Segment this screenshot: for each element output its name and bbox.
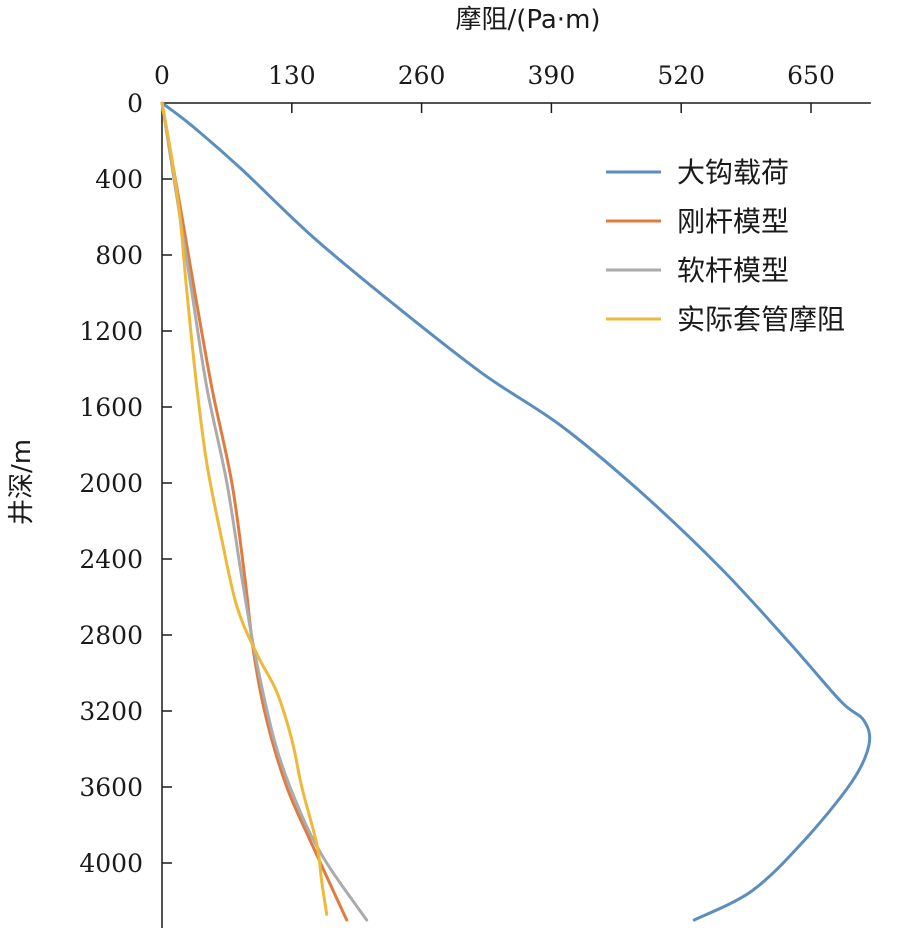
y-tick-label: 1200	[79, 317, 143, 346]
y-tick-label: 2400	[79, 545, 143, 574]
y-tick-label: 2000	[79, 469, 143, 498]
soft-rod-model-line	[160, 101, 369, 922]
legend-item-actual-drag: 实际套管摩阻	[677, 303, 845, 336]
x-ticks: 0 130 260 390 520 650	[154, 61, 835, 113]
y-axis-title: 井深/m	[7, 439, 37, 525]
y-tick-label: 0	[127, 89, 143, 118]
y-tick-label: 400	[95, 165, 143, 194]
legend-item-rigid-rod: 刚杆模型	[677, 205, 789, 238]
y-tick-label: 3600	[79, 773, 143, 802]
y-tick-label: 3200	[79, 697, 143, 726]
legend-item-soft-rod: 软杆模型	[677, 254, 789, 287]
plot-lines	[160, 101, 872, 922]
rigid-rod-model-line	[160, 101, 349, 922]
y-tick-label: 1600	[79, 393, 143, 422]
x-tick-label: 0	[154, 61, 170, 90]
x-tick-label: 520	[657, 61, 705, 90]
x-axis-title: 摩阻/(Pa·m)	[455, 5, 600, 35]
y-tick-label: 800	[95, 241, 143, 270]
y-tick-label: 4000	[79, 849, 143, 878]
x-tick-label: 390	[528, 61, 576, 90]
legend-item-hook-load: 大钩载荷	[677, 156, 789, 189]
x-tick-label: 650	[787, 61, 835, 90]
hook-load-line	[160, 101, 872, 922]
actual-casing-drag-line	[160, 101, 329, 916]
y-ticks: 0 400 800 1200 1600 2000 2400 2800 3200 3600 4000	[79, 89, 172, 878]
y-tick-label: 2800	[79, 621, 143, 650]
x-tick-label: 130	[268, 61, 316, 90]
x-tick-label: 260	[398, 61, 446, 90]
